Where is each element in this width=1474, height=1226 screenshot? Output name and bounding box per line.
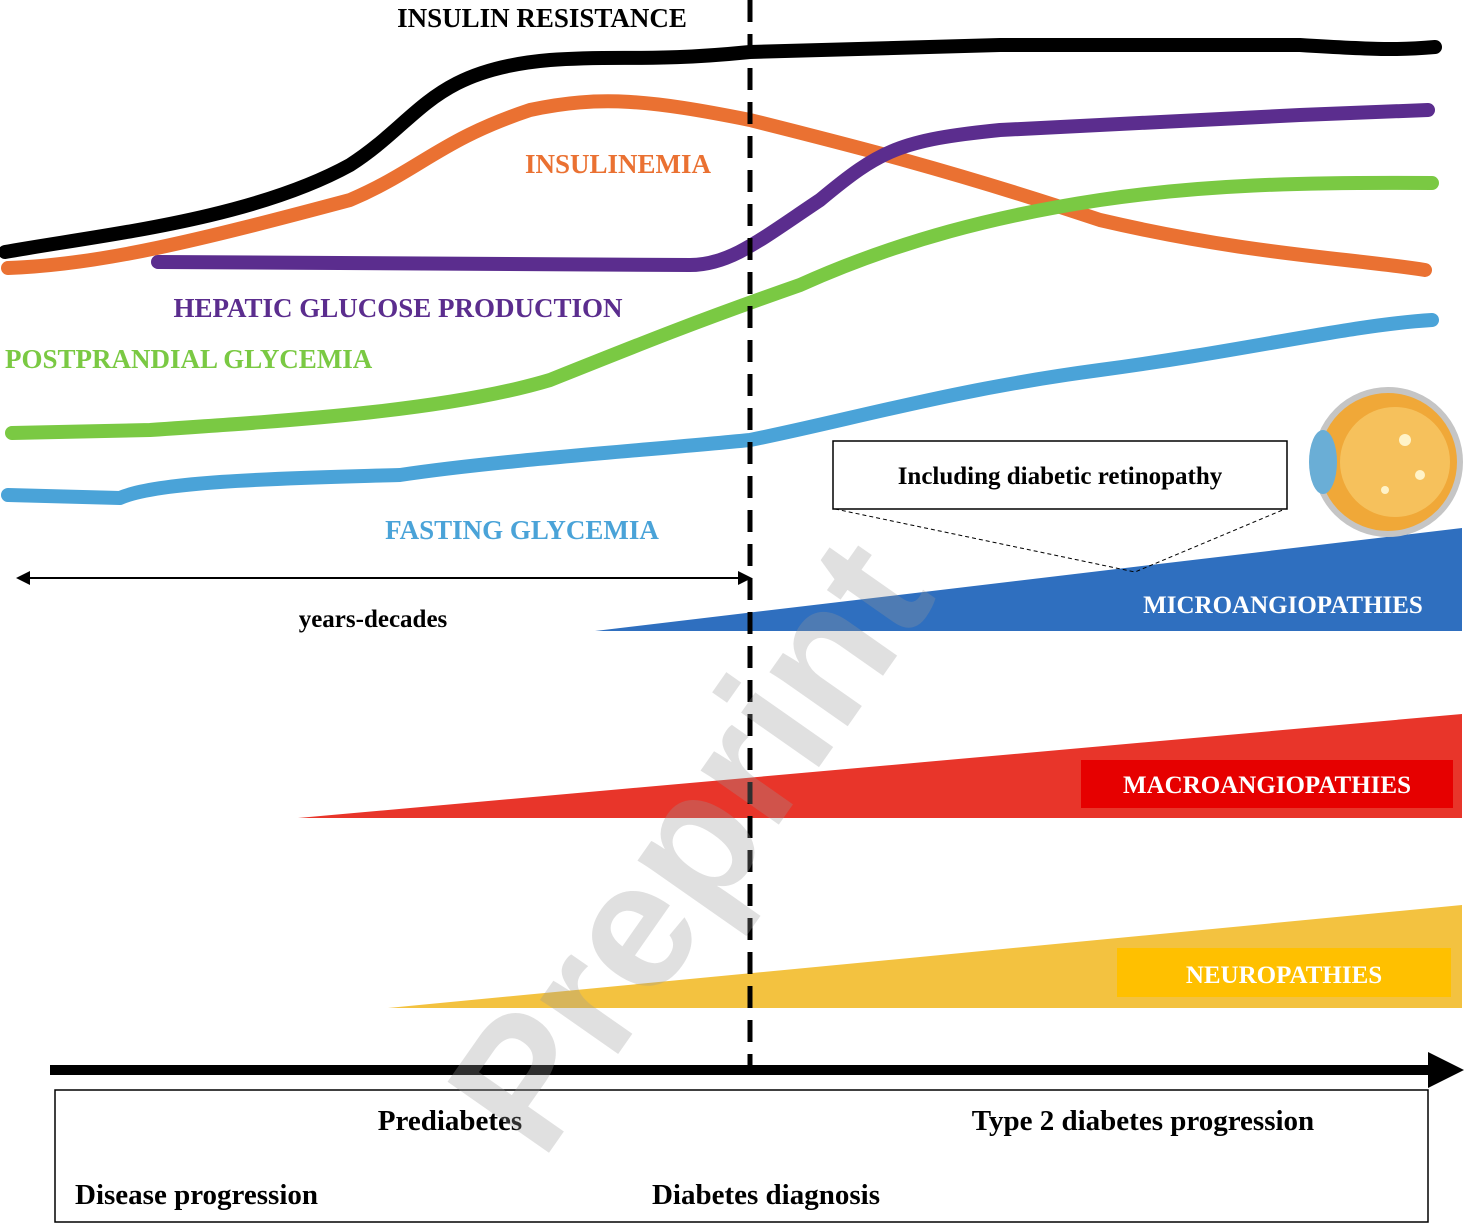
callout-pointer <box>834 508 1286 573</box>
disease-progression: Disease progression <box>75 1179 318 1211</box>
curve-hepatic <box>151 103 1435 272</box>
neuro-box <box>1117 948 1451 997</box>
label-insulin-resistance: INSULIN RESISTANCE <box>397 3 687 33</box>
duration-arrow <box>16 571 752 585</box>
micro-label: MICROANGIOPATHIES <box>1143 592 1423 619</box>
curve-insulin-resistance <box>0 38 1442 259</box>
callout-text: Including diabetic retinopathy <box>898 463 1223 490</box>
macro-box <box>1081 760 1453 808</box>
watermark: Preprint <box>409 504 969 1185</box>
label-insulinemia: INSULINEMIA <box>525 149 712 179</box>
callout-box <box>832 440 1288 510</box>
legend-box <box>54 1089 1429 1223</box>
duration-label: years-decades <box>299 606 448 633</box>
eye-icon <box>1309 387 1463 537</box>
micro-box <box>1097 582 1460 630</box>
prediabetes: Prediabetes <box>378 1105 522 1137</box>
label-fasting: FASTING GLYCEMIA <box>385 515 659 545</box>
macro-label: MACROANGIOPATHIES <box>1123 772 1411 799</box>
diagnosis: Diabetes diagnosis <box>652 1179 880 1211</box>
curve-insulinemia <box>1 94 1432 277</box>
label-postprandial: POSTPRANDIAL GLYCEMIA <box>5 344 373 374</box>
curve-fasting <box>1 313 1439 505</box>
curve-postprandial <box>5 175 1439 440</box>
neuro-label: NEUROPATHIES <box>1186 962 1382 989</box>
label-hepatic: HEPATIC GLUCOSE PRODUCTION <box>173 293 623 323</box>
progression: Type 2 diabetes progression <box>972 1105 1314 1137</box>
time-arrowhead <box>1428 1052 1464 1088</box>
